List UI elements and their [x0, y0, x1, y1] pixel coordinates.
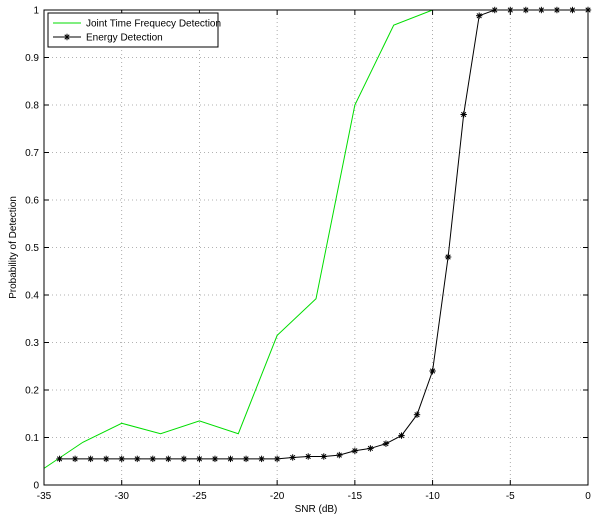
data-point	[289, 454, 296, 461]
x-tick-label: -35	[37, 491, 52, 502]
data-point	[460, 111, 467, 118]
y-tick-label: 0.5	[25, 243, 39, 254]
x-axis-label: SNR (dB)	[295, 504, 338, 515]
data-point	[444, 253, 452, 261]
data-point	[382, 440, 390, 447]
x-tick-label: -15	[348, 491, 363, 502]
y-tick-label: 0.1	[25, 433, 39, 444]
series-line-1	[43, 9, 588, 469]
data-point	[351, 447, 359, 454]
data-point	[63, 33, 71, 41]
y-tick-label: 0.7	[25, 148, 39, 159]
data-point	[118, 455, 125, 463]
data-point	[134, 455, 141, 463]
y-tick-label: 1	[33, 6, 39, 17]
data-point	[320, 453, 327, 460]
data-point	[180, 455, 188, 463]
legend-box	[47, 12, 219, 48]
y-tick-label: 0.6	[25, 196, 39, 207]
y-tick-label: 0	[33, 481, 39, 492]
data-point	[87, 455, 94, 463]
x-tick-label: -25	[192, 491, 207, 502]
data-point	[227, 455, 234, 463]
data-point	[398, 432, 405, 439]
data-point	[165, 455, 172, 463]
data-point	[336, 451, 343, 459]
x-tick-label: 0	[585, 491, 591, 502]
data-point	[476, 12, 483, 19]
data-point	[211, 455, 219, 463]
x-tick-label: -30	[114, 491, 129, 502]
data-point	[413, 411, 421, 418]
series-layer	[43, 6, 592, 469]
series-line-2	[59, 9, 588, 460]
data-point	[102, 455, 110, 463]
data-point	[258, 455, 265, 463]
y-tick-label: 0.8	[25, 101, 39, 112]
y-tick-label: 0.2	[25, 386, 39, 397]
y-tick-label: 0.3	[25, 338, 39, 349]
data-point	[149, 455, 156, 463]
data-point	[429, 367, 436, 375]
data-point	[242, 455, 250, 463]
legend: Joint Time Frequecy Detection Energy Dete…	[47, 12, 221, 48]
data-point	[273, 455, 281, 463]
x-tick-label: -5	[506, 491, 515, 502]
data-point	[56, 455, 63, 463]
data-point	[367, 445, 374, 452]
y-tick-label: 0.9	[25, 53, 39, 64]
data-point	[305, 453, 312, 460]
y-axis-label: Probability of Detection	[8, 196, 19, 299]
x-tick-label: -10	[425, 491, 440, 502]
data-point	[196, 455, 203, 463]
x-tick-label: -20	[270, 491, 285, 502]
grid-layer	[44, 10, 588, 485]
tick-layer: -35 -30 -25 -20 -15 -10 -5 0 0 0.1 0.2 0.3 0.4 0.5 0.6…	[25, 6, 591, 503]
legend-label: Joint Time Frequecy Detection	[86, 19, 221, 30]
y-tick-label: 0.4	[25, 291, 39, 302]
data-point	[71, 455, 79, 463]
legend-label: Energy Detection	[86, 33, 163, 44]
